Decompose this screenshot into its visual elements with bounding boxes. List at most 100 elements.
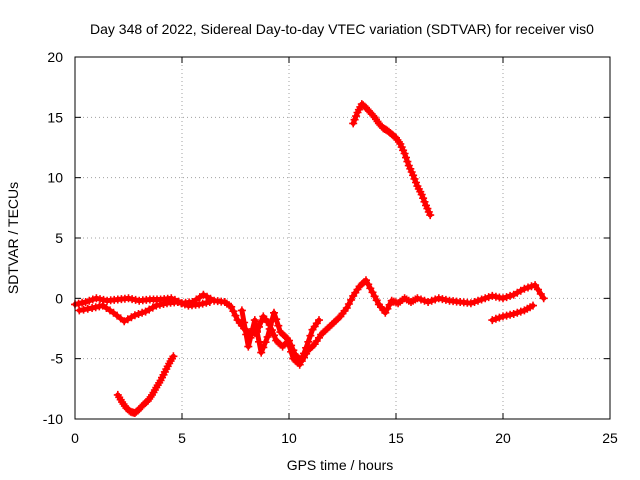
data-point: [242, 330, 251, 339]
y-axis-label: SDTVAR / TECUs: [5, 182, 21, 294]
data-point: [527, 282, 536, 291]
tick-layer: 0 5 10 15 20 25 -10 -5 0 5 10 15 20: [43, 49, 618, 446]
data-point: [385, 300, 394, 309]
data-point: [488, 291, 497, 300]
data-point: [246, 333, 255, 342]
data-point: [248, 324, 257, 333]
data-point: [261, 338, 270, 347]
series-disturbed-band: [237, 306, 323, 369]
data-point: [270, 308, 278, 317]
data-point: [263, 332, 272, 341]
y-tick-label: 15: [47, 109, 63, 125]
data-point: [491, 314, 500, 323]
data-point: [282, 334, 291, 343]
data-point: [285, 341, 293, 349]
data-point: [403, 157, 412, 166]
data-point: [240, 318, 249, 327]
data-point: [173, 298, 182, 306]
data-point: [477, 295, 486, 304]
data-point: [297, 355, 306, 364]
data-point: [531, 281, 540, 290]
data-point: [267, 316, 276, 325]
data-point: [410, 174, 419, 183]
data-point: [237, 306, 246, 315]
x-tick-label: 20: [495, 430, 511, 446]
data-point: [513, 308, 522, 317]
data-point: [91, 303, 100, 312]
data-point: [272, 315, 281, 324]
data-point: [350, 115, 359, 124]
data-point: [506, 291, 515, 300]
series-late-segment: [488, 301, 537, 325]
data-point: [534, 285, 542, 294]
data-point: [426, 211, 435, 220]
data-point: [344, 300, 353, 308]
data-point: [231, 311, 240, 320]
data-point: [502, 293, 511, 302]
data-point: [92, 294, 101, 303]
data-point: [529, 301, 537, 310]
y-tick-label: -10: [43, 411, 63, 427]
series-high-arc: [349, 100, 435, 220]
data-point: [257, 348, 266, 357]
data-point: [484, 293, 493, 302]
data-point: [499, 294, 507, 303]
data-point: [539, 294, 548, 303]
data-point: [252, 326, 261, 335]
data-point: [502, 311, 511, 320]
y-tick-label: -5: [51, 351, 64, 367]
data-point: [412, 178, 420, 187]
data-point: [516, 307, 525, 316]
data-point: [152, 301, 161, 310]
x-tick-label: 5: [178, 430, 186, 446]
data-point: [74, 299, 83, 308]
data-point: [509, 310, 518, 318]
data-point: [205, 298, 214, 306]
x-tick-label: 15: [388, 430, 404, 446]
data-point: [417, 295, 425, 304]
data-point: [520, 284, 529, 293]
y-tick-label: 10: [47, 170, 63, 186]
y-tick-label: 20: [47, 49, 63, 65]
y-tick-label: 0: [55, 290, 63, 306]
data-point: [88, 295, 97, 304]
data-point: [441, 295, 450, 304]
data-point: [352, 112, 361, 121]
data-point: [349, 119, 358, 128]
data-point: [198, 299, 207, 308]
series-early-negative-arc: [113, 352, 178, 417]
data-point: [524, 283, 532, 292]
data-point: [427, 296, 436, 305]
data-point: [300, 349, 308, 358]
data-point: [409, 171, 418, 180]
x-tick-label: 10: [281, 430, 297, 446]
data-point: [131, 295, 140, 304]
chart-title: Day 348 of 2022, Sidereal Day-to-day VTE…: [90, 21, 594, 37]
grid-layer: [75, 57, 610, 419]
data-point: [402, 153, 410, 162]
data-point: [79, 305, 88, 314]
data-point: [265, 324, 274, 333]
data-point: [250, 316, 259, 325]
data-point: [470, 298, 479, 306]
data-point: [362, 276, 370, 285]
data-point: [434, 294, 443, 303]
data-point: [270, 331, 278, 340]
data-point: [474, 296, 482, 305]
data-point: [302, 343, 311, 352]
data-point: [85, 296, 94, 305]
data-point: [229, 307, 238, 316]
data-point: [169, 352, 178, 361]
data-point: [244, 342, 253, 351]
data-point: [488, 316, 497, 325]
data-point: [315, 316, 323, 325]
series-lower-loop: [75, 298, 214, 326]
data-point: [400, 149, 409, 158]
data-point: [287, 347, 296, 356]
x-axis-label: GPS time / hours: [287, 457, 394, 473]
data-point: [536, 289, 545, 298]
data-point: [495, 313, 504, 322]
data-point: [295, 360, 304, 369]
